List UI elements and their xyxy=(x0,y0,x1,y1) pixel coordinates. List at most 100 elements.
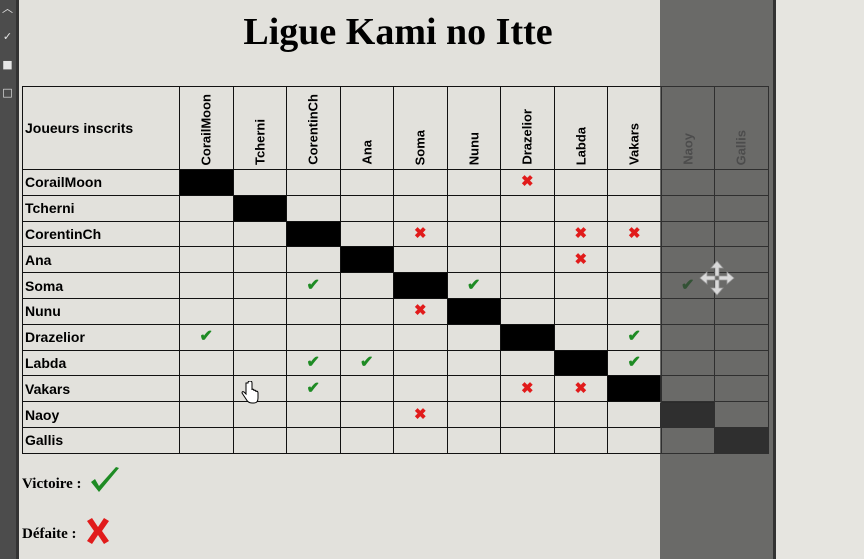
result-cell[interactable] xyxy=(286,297,341,325)
result-cell[interactable] xyxy=(607,194,662,222)
result-cell[interactable] xyxy=(714,194,769,222)
result-cell[interactable] xyxy=(446,323,501,351)
check-icon[interactable]: ✓ xyxy=(2,30,13,43)
result-cell[interactable] xyxy=(232,323,287,351)
diagonal-cell[interactable] xyxy=(553,349,608,377)
diagonal-cell[interactable] xyxy=(393,272,448,299)
result-cell[interactable] xyxy=(446,169,501,196)
result-cell[interactable] xyxy=(607,426,662,454)
result-cell[interactable] xyxy=(339,323,394,351)
result-cell[interactable] xyxy=(232,272,287,299)
result-cell[interactable] xyxy=(393,246,448,274)
result-cell[interactable] xyxy=(446,220,501,248)
result-cell[interactable] xyxy=(607,272,662,299)
result-cell[interactable] xyxy=(553,426,608,454)
result-cell[interactable] xyxy=(714,169,769,196)
result-cell[interactable] xyxy=(286,401,341,428)
result-cell[interactable] xyxy=(393,194,448,222)
result-cell[interactable]: ✖ xyxy=(393,297,448,325)
result-cell[interactable] xyxy=(553,401,608,428)
result-cell[interactable] xyxy=(660,169,715,196)
result-cell[interactable] xyxy=(393,323,448,351)
result-cell[interactable] xyxy=(179,272,234,299)
result-cell[interactable]: ✖ xyxy=(393,401,448,428)
result-cell[interactable] xyxy=(714,323,769,351)
result-cell[interactable] xyxy=(714,349,769,377)
result-cell[interactable] xyxy=(339,194,394,222)
result-cell[interactable] xyxy=(339,272,394,299)
result-cell[interactable] xyxy=(607,297,662,325)
result-cell[interactable] xyxy=(446,375,501,403)
result-cell[interactable] xyxy=(660,426,715,454)
result-cell[interactable] xyxy=(393,349,448,377)
result-cell[interactable] xyxy=(660,349,715,377)
move-arrows-icon[interactable] xyxy=(699,260,735,296)
result-cell[interactable] xyxy=(179,349,234,377)
result-cell[interactable] xyxy=(500,349,555,377)
result-cell[interactable]: ✔ xyxy=(286,349,341,377)
result-cell[interactable] xyxy=(393,426,448,454)
result-cell[interactable] xyxy=(500,246,555,274)
result-cell[interactable]: ✖ xyxy=(553,220,608,248)
diagonal-cell[interactable] xyxy=(232,194,287,222)
result-cell[interactable]: ✖ xyxy=(393,220,448,248)
result-cell[interactable]: ✖ xyxy=(553,246,608,274)
diagonal-cell[interactable] xyxy=(607,375,662,403)
result-cell[interactable] xyxy=(446,349,501,377)
result-cell[interactable] xyxy=(286,194,341,222)
diagonal-cell[interactable] xyxy=(179,169,234,196)
result-cell[interactable] xyxy=(286,169,341,196)
result-cell[interactable] xyxy=(339,426,394,454)
result-cell[interactable] xyxy=(500,401,555,428)
result-cell[interactable]: ✖ xyxy=(553,375,608,403)
result-cell[interactable] xyxy=(393,375,448,403)
result-cell[interactable] xyxy=(500,297,555,325)
result-cell[interactable] xyxy=(500,220,555,248)
result-cell[interactable] xyxy=(232,426,287,454)
diagonal-cell[interactable] xyxy=(500,323,555,351)
result-cell[interactable] xyxy=(607,401,662,428)
result-cell[interactable] xyxy=(232,401,287,428)
result-cell[interactable]: ✔ xyxy=(339,349,394,377)
result-cell[interactable] xyxy=(660,297,715,325)
result-cell[interactable]: ✔ xyxy=(607,323,662,351)
result-cell[interactable] xyxy=(446,194,501,222)
result-cell[interactable] xyxy=(232,349,287,377)
result-cell[interactable] xyxy=(179,401,234,428)
result-cell[interactable] xyxy=(446,426,501,454)
diagonal-cell[interactable] xyxy=(339,246,394,274)
result-cell[interactable] xyxy=(339,375,394,403)
result-cell[interactable] xyxy=(179,297,234,325)
result-cell[interactable] xyxy=(660,220,715,248)
result-cell[interactable] xyxy=(339,220,394,248)
result-cell[interactable] xyxy=(286,426,341,454)
result-cell[interactable]: ✔ xyxy=(607,349,662,377)
result-cell[interactable] xyxy=(553,323,608,351)
result-cell[interactable]: ✖ xyxy=(500,169,555,196)
result-cell[interactable] xyxy=(232,246,287,274)
result-cell[interactable] xyxy=(232,220,287,248)
result-cell[interactable] xyxy=(179,246,234,274)
result-cell[interactable] xyxy=(339,169,394,196)
result-cell[interactable]: ✔ xyxy=(179,323,234,351)
diagonal-cell[interactable] xyxy=(286,220,341,248)
result-cell[interactable]: ✔ xyxy=(286,272,341,299)
result-cell[interactable]: ✖ xyxy=(500,375,555,403)
result-cell[interactable] xyxy=(500,272,555,299)
result-cell[interactable] xyxy=(660,194,715,222)
result-cell[interactable] xyxy=(179,220,234,248)
result-cell[interactable] xyxy=(553,169,608,196)
result-cell[interactable]: ✔ xyxy=(446,272,501,299)
result-cell[interactable] xyxy=(446,246,501,274)
result-cell[interactable] xyxy=(446,401,501,428)
result-cell[interactable] xyxy=(500,426,555,454)
result-cell[interactable] xyxy=(607,169,662,196)
result-cell[interactable] xyxy=(553,297,608,325)
trash-icon[interactable]: ■ xyxy=(2,58,13,71)
result-cell[interactable] xyxy=(553,272,608,299)
result-cell[interactable] xyxy=(660,323,715,351)
result-cell[interactable] xyxy=(553,194,608,222)
result-cell[interactable] xyxy=(393,169,448,196)
copy-icon[interactable]: □ xyxy=(2,86,13,99)
result-cell[interactable] xyxy=(714,375,769,403)
